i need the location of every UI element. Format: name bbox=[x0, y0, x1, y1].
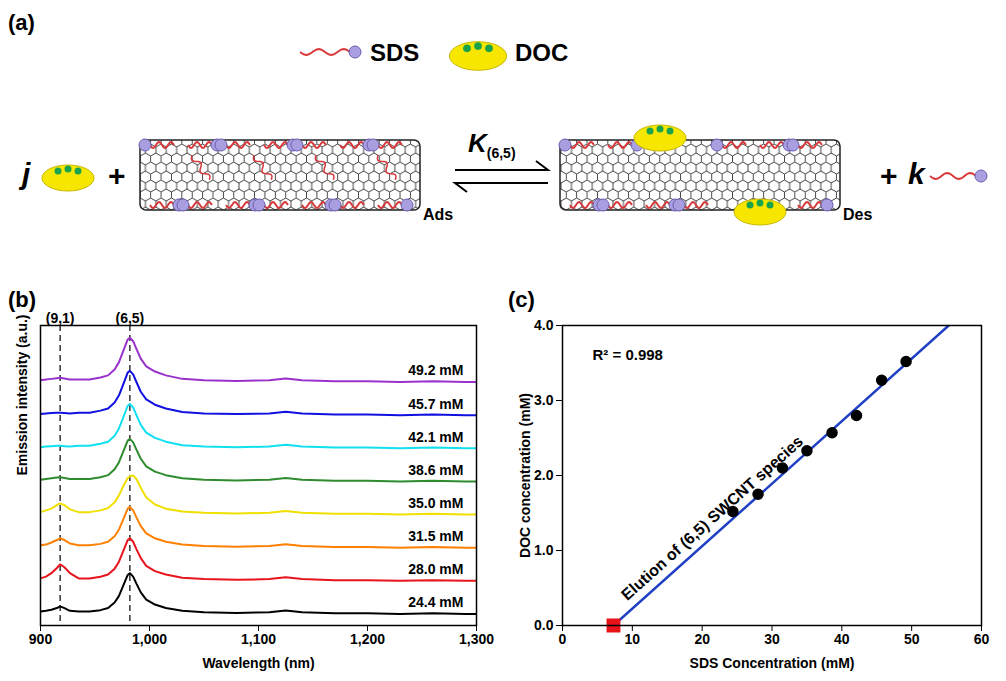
svg-text:Wavelength (nm): Wavelength (nm) bbox=[202, 655, 314, 671]
svg-text:SDS: SDS bbox=[370, 39, 419, 66]
svg-text:49.2 mM: 49.2 mM bbox=[408, 362, 463, 378]
svg-text:+: + bbox=[880, 159, 898, 192]
svg-text:40: 40 bbox=[834, 631, 850, 647]
svg-text:3.0: 3.0 bbox=[534, 392, 554, 408]
svg-text:24.4 mM: 24.4 mM bbox=[408, 594, 463, 610]
svg-text:2.0: 2.0 bbox=[534, 467, 554, 483]
svg-text:1.0: 1.0 bbox=[534, 542, 554, 558]
svg-text:1,200: 1,200 bbox=[350, 631, 385, 647]
svg-text:900: 900 bbox=[29, 631, 53, 647]
svg-text:60: 60 bbox=[974, 631, 990, 647]
svg-text:Emission intensity (a.u.): Emission intensity (a.u.) bbox=[14, 314, 30, 475]
svg-text:SDS Concentration (mM): SDS Concentration (mM) bbox=[690, 655, 855, 671]
svg-text:42.1 mM: 42.1 mM bbox=[408, 429, 463, 445]
svg-text:0: 0 bbox=[559, 631, 567, 647]
svg-text:20: 20 bbox=[694, 631, 710, 647]
svg-text:(9,1): (9,1) bbox=[46, 310, 75, 326]
svg-text:Elution of (6,5) SWCNT species: Elution of (6,5) SWCNT species bbox=[618, 432, 806, 603]
svg-text:0.0: 0.0 bbox=[534, 617, 554, 633]
svg-text:1,300: 1,300 bbox=[459, 631, 494, 647]
svg-text:1,000: 1,000 bbox=[132, 631, 167, 647]
svg-text:DOC: DOC bbox=[515, 39, 568, 66]
svg-text:28.0 mM: 28.0 mM bbox=[408, 561, 463, 577]
svg-text:50: 50 bbox=[904, 631, 920, 647]
svg-text:Ads: Ads bbox=[423, 206, 453, 223]
svg-text:38.6 mM: 38.6 mM bbox=[408, 462, 463, 478]
svg-text:30: 30 bbox=[764, 631, 780, 647]
svg-text:4.0: 4.0 bbox=[534, 317, 554, 333]
html-text:(c): (c) bbox=[508, 287, 535, 312]
svg-text:DOC concentration (mM): DOC concentration (mM) bbox=[517, 393, 533, 558]
svg-text:31.5 mM: 31.5 mM bbox=[408, 528, 463, 544]
svg-text:10: 10 bbox=[625, 631, 641, 647]
svg-text:1,100: 1,100 bbox=[241, 631, 276, 647]
svg-text:R² = 0.998: R² = 0.998 bbox=[593, 346, 663, 363]
svg-text:35.0 mM: 35.0 mM bbox=[408, 495, 463, 511]
html-text:(b): (b) bbox=[8, 287, 37, 312]
svg-text:45.7 mM: 45.7 mM bbox=[408, 396, 463, 412]
svg-text:(a): (a) bbox=[8, 10, 35, 35]
svg-text:(6,5): (6,5) bbox=[115, 310, 144, 326]
svg-text:j: j bbox=[18, 157, 31, 190]
svg-text:K(6,5): K(6,5) bbox=[468, 128, 516, 161]
svg-text:+: + bbox=[108, 159, 126, 192]
svg-text:Des: Des bbox=[843, 206, 872, 223]
svg-text:k: k bbox=[908, 157, 926, 190]
